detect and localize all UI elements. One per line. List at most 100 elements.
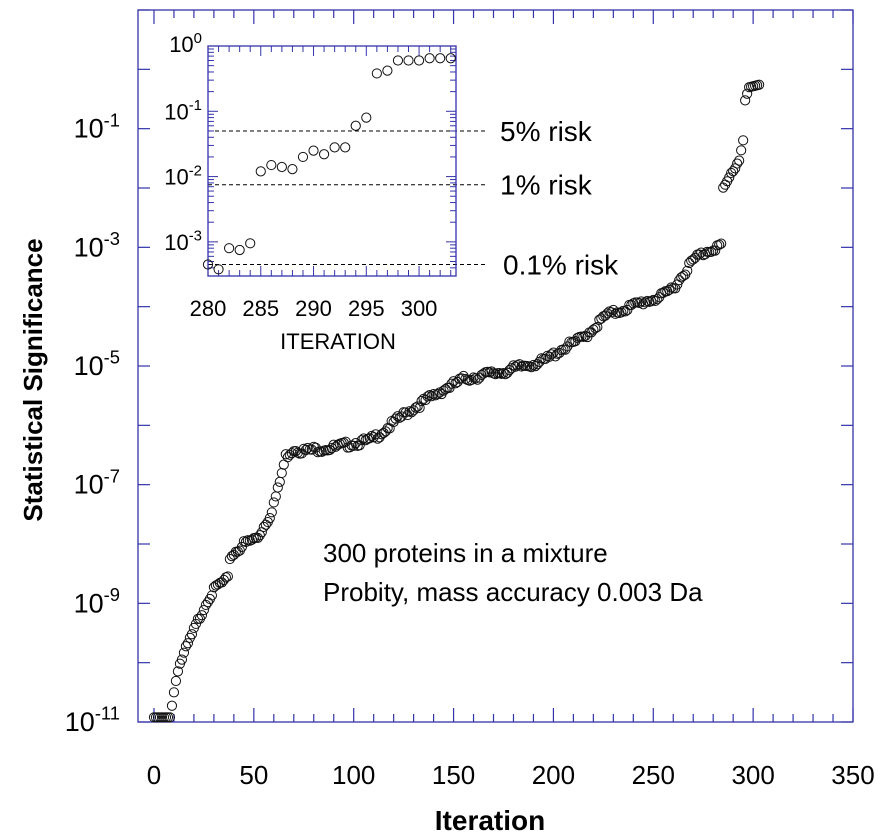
main-data-point	[196, 610, 208, 621]
main-data-point	[324, 444, 335, 456]
main-data-point	[516, 361, 527, 372]
inset-data-point	[340, 142, 351, 153]
main-data-point	[560, 344, 571, 355]
risk-label: 0.1% risk	[503, 250, 619, 281]
main-data-point	[602, 308, 613, 319]
main-data-point	[394, 412, 405, 423]
main-data-point	[646, 296, 657, 307]
main-data-point	[640, 297, 651, 308]
main-data-point	[616, 307, 627, 318]
main-data-point	[166, 700, 178, 711]
inset-x-tick-label: 285	[242, 296, 279, 321]
inset-data-point	[297, 151, 309, 163]
main-data-point	[414, 402, 425, 413]
main-data-point	[252, 532, 263, 544]
main-data-point	[260, 519, 271, 530]
main-x-tick-label: 150	[432, 760, 475, 790]
main-data-point	[254, 530, 265, 541]
inset-y-tick-label: 10-2	[164, 162, 202, 189]
inset-data-points	[202, 53, 456, 275]
main-data-point	[282, 452, 293, 463]
main-data-point	[180, 641, 192, 652]
y-axis-title: Statistical Significance	[18, 238, 48, 521]
main-data-point	[206, 590, 217, 601]
main-data-point	[276, 467, 287, 479]
main-data-point	[216, 577, 227, 588]
inset-x-tick-label: 280	[190, 296, 227, 321]
main-data-point	[694, 249, 705, 260]
inset-reference-lines: 5% risk 1% risk 0.1% risk	[208, 116, 619, 281]
main-data-point	[456, 373, 467, 384]
main-data-point	[268, 497, 279, 508]
main-data-point	[738, 135, 749, 146]
main-data-point	[410, 402, 421, 413]
inset-data-point	[318, 149, 330, 160]
main-data-point	[684, 257, 695, 269]
main-data-point	[754, 79, 765, 90]
main-data-point	[408, 405, 419, 416]
inset-x-tick-label: 290	[295, 296, 332, 321]
main-data-point	[568, 336, 579, 348]
main-data-point	[292, 447, 303, 458]
inset-data-point	[202, 259, 214, 270]
main-data-point	[168, 687, 180, 698]
main-data-point	[172, 666, 184, 677]
main-plot: 10-1 10-3 10-5 10-7 10-9 10-11 0 50 100 150 200 25…	[18, 9, 875, 836]
main-data-point	[274, 476, 285, 487]
main-data-point	[326, 443, 337, 454]
main-data-point	[642, 295, 653, 307]
annotation-line-1: 300 proteins in a mixture	[323, 538, 608, 568]
main-data-point	[202, 597, 214, 608]
main-data-point	[720, 179, 731, 190]
main-data-point	[440, 384, 451, 395]
main-data-point	[422, 391, 433, 402]
main-data-point	[192, 613, 204, 624]
main-x-tick-label: 350	[831, 760, 874, 790]
main-y-tick-label: 10-1	[74, 109, 120, 143]
inset-data-point	[308, 145, 319, 156]
main-data-point	[270, 491, 281, 502]
inset-data-point	[245, 238, 256, 249]
inset-x-tick-label: 295	[348, 296, 385, 321]
main-data-point	[424, 390, 435, 401]
inset-y-tick-label: 10-3	[164, 228, 202, 255]
inset-data-point	[329, 142, 340, 153]
main-data-point	[364, 433, 375, 444]
inset-data-point	[361, 112, 372, 123]
main-data-point	[264, 513, 275, 524]
risk-label: 5% risk	[500, 116, 593, 147]
main-data-point	[358, 433, 369, 444]
main-data-point	[182, 638, 194, 649]
main-x-tick-label: 100	[332, 760, 375, 790]
main-x-tick-label: 300	[731, 760, 774, 790]
main-data-point	[298, 443, 309, 454]
main-data-point	[650, 295, 661, 307]
main-data-point	[736, 145, 747, 156]
main-data-point	[412, 401, 423, 412]
main-data-point	[528, 359, 539, 371]
inset-plot-frame	[207, 45, 457, 277]
main-data-point	[484, 367, 495, 378]
main-data-point	[740, 95, 751, 106]
main-data-point	[508, 360, 519, 371]
main-data-point	[682, 265, 693, 276]
main-x-tick-label: 0	[147, 760, 161, 790]
x-axis-title: Iteration	[435, 805, 545, 836]
main-data-point	[554, 347, 565, 359]
inset-x-ticks: 280 285 290 295 300	[190, 46, 452, 321]
main-data-point	[198, 604, 210, 616]
main-data-point	[220, 572, 231, 583]
inset-y-ticks: 100 10-1 10-2 10-3	[164, 30, 456, 277]
main-data-point	[432, 388, 443, 400]
main-data-point	[716, 238, 727, 249]
inset-data-point	[371, 68, 382, 79]
main-data-point	[284, 449, 295, 460]
main-data-point	[404, 406, 415, 417]
main-data-point	[490, 369, 501, 380]
inset-data-point	[350, 120, 361, 131]
main-data-point	[218, 574, 229, 586]
inset-data-point	[392, 55, 404, 66]
inset-data-point	[382, 65, 393, 76]
main-data-point	[400, 407, 411, 418]
